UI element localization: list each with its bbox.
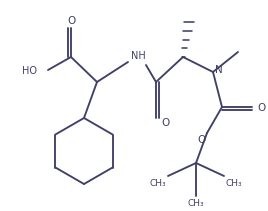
Text: O: O bbox=[257, 103, 265, 113]
Text: CH₃: CH₃ bbox=[188, 199, 204, 207]
Text: O: O bbox=[67, 16, 75, 26]
Text: NH: NH bbox=[131, 51, 145, 61]
Text: O: O bbox=[162, 118, 170, 128]
Text: CH₃: CH₃ bbox=[150, 179, 166, 188]
Text: N: N bbox=[215, 65, 223, 75]
Text: HO: HO bbox=[22, 66, 37, 76]
Text: O: O bbox=[198, 135, 206, 145]
Text: CH₃: CH₃ bbox=[226, 179, 242, 188]
